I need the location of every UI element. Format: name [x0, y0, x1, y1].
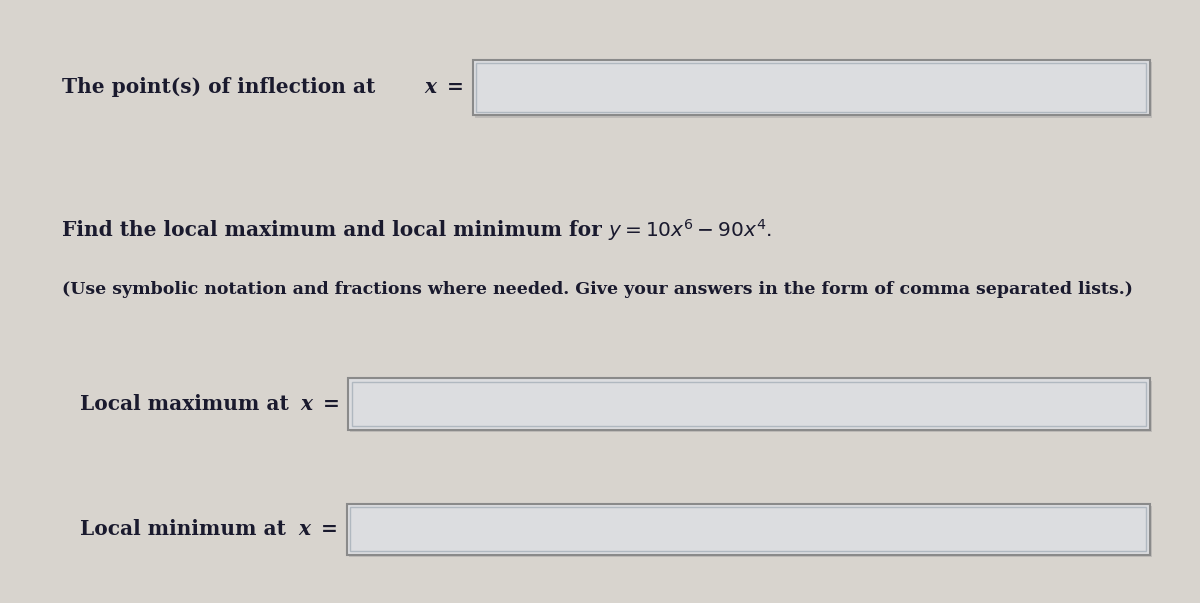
Text: =: = — [440, 77, 464, 98]
FancyBboxPatch shape — [348, 379, 1150, 429]
Text: (Use symbolic notation and fractions where needed. Give your answers in the form: (Use symbolic notation and fractions whe… — [62, 281, 1133, 298]
Text: Find the local maximum and local minimum for: Find the local maximum and local minimum… — [62, 220, 610, 241]
FancyBboxPatch shape — [473, 60, 1150, 115]
Text: The point(s) of inflection at: The point(s) of inflection at — [62, 77, 383, 98]
FancyBboxPatch shape — [349, 507, 1152, 557]
Text: x: x — [425, 77, 437, 98]
Text: Local maximum at: Local maximum at — [80, 394, 296, 414]
Text: =: = — [314, 519, 338, 540]
Text: =: = — [316, 394, 340, 414]
Text: x: x — [299, 519, 311, 540]
FancyBboxPatch shape — [475, 62, 1152, 118]
Text: x: x — [300, 394, 312, 414]
FancyBboxPatch shape — [350, 381, 1152, 432]
Text: $\mathit{y} = 10\mathit{x}^6 - 90\mathit{x}^4.$: $\mathit{y} = 10\mathit{x}^6 - 90\mathit… — [608, 218, 773, 243]
Text: Local minimum at: Local minimum at — [80, 519, 293, 540]
FancyBboxPatch shape — [347, 504, 1150, 555]
